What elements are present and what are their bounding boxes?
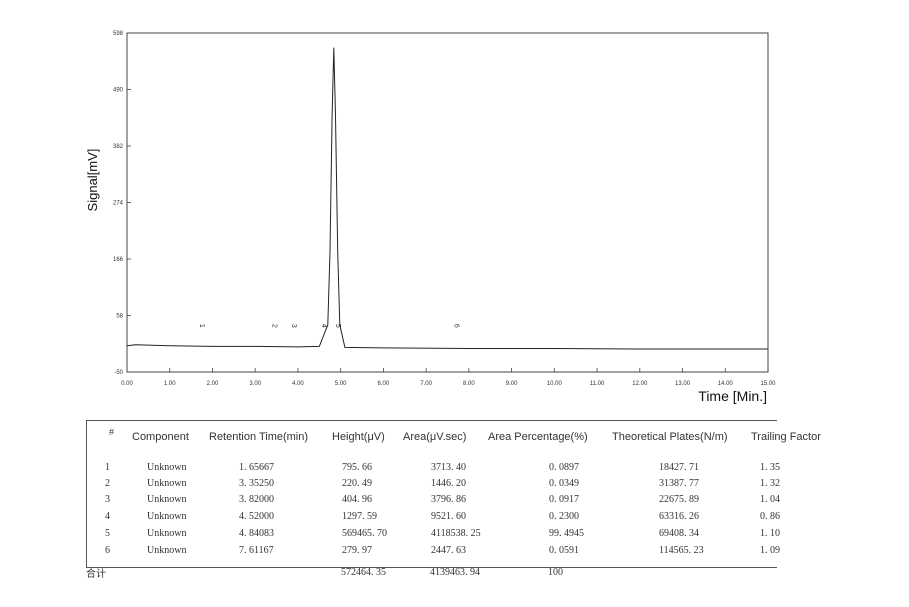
header-area-percentage: Area Percentage(%) — [488, 431, 588, 443]
cell-theoretical-plates: 69408. 34 — [659, 528, 699, 539]
x-tick-label: 15.00 — [760, 381, 776, 387]
header-retention-time: Retention Time(min) — [209, 431, 309, 443]
x-tick-label: 13.00 — [675, 381, 691, 387]
chromatogram-chart: -50 58 166 274 382 490 598 0.00 1.00 2.00 3.00 4.0… — [85, 31, 776, 404]
cell-trailing-factor: 1. 09 — [760, 545, 780, 556]
x-tick-label: 12.00 — [632, 381, 648, 387]
cell-index: 1 — [105, 462, 110, 473]
cell-height: 1297. 59 — [342, 511, 377, 522]
cell-retention-time: 7. 61167 — [239, 545, 274, 556]
header-height: Height(μV) — [332, 431, 385, 443]
cell-component: Unknown — [147, 494, 187, 505]
y-axis: -50 58 166 274 382 490 598 — [113, 31, 131, 376]
results-table: # Component Retention Time(min) Height(μ… — [86, 420, 821, 568]
cell-theoretical-plates: 63316. 26 — [659, 511, 699, 522]
x-tick-label: 7.00 — [420, 381, 432, 387]
cell-trailing-factor: 1. 10 — [760, 528, 780, 539]
peak-markers: 1 2 3 4 5 6 — [198, 324, 459, 328]
cell-area: 3713. 40 — [431, 462, 466, 473]
y-tick-label: 598 — [113, 31, 124, 37]
cell-component: Unknown — [147, 478, 187, 489]
cell-area: 4118538. 25 — [431, 528, 481, 539]
y-tick-label: 166 — [113, 257, 124, 263]
cell-theoretical-plates: 114565. 23 — [659, 545, 704, 556]
peak-marker: 3 — [290, 324, 297, 328]
cell-height: 279. 97 — [342, 545, 372, 556]
cell-retention-time: 4. 52000 — [239, 511, 274, 522]
cell-theoretical-plates: 18427. 71 — [659, 462, 699, 473]
peak-marker: 1 — [198, 324, 205, 328]
x-tick-label: 5.00 — [335, 381, 347, 387]
cell-trailing-factor: 0. 86 — [760, 511, 780, 522]
cell-area: 2447. 63 — [431, 545, 466, 556]
cell-height: 404. 96 — [342, 494, 372, 505]
cell-retention-time: 3. 82000 — [239, 494, 274, 505]
header-theoretical-plates: Theoretical Plates(N/m) — [612, 431, 728, 443]
x-tick-label: 8.00 — [463, 381, 475, 387]
peak-marker: 5 — [334, 324, 341, 328]
x-tick-label: 0.00 — [121, 381, 133, 387]
cell-area: 1446. 20 — [431, 478, 466, 489]
cell-area-percentage: 0. 2300 — [549, 511, 579, 522]
cell-height: 220. 49 — [342, 478, 372, 489]
header-index: # — [109, 427, 115, 437]
cell-component: Unknown — [147, 545, 187, 556]
cell-height: 795. 66 — [342, 462, 372, 473]
signal-trace — [126, 47, 768, 350]
cell-index: 3 — [105, 494, 110, 505]
header-trailing-factor: Trailing Factor — [751, 431, 821, 443]
x-tick-label: 4.00 — [292, 381, 304, 387]
cell-area-percentage: 0. 0349 — [549, 478, 579, 489]
cell-area-percentage: 0. 0897 — [549, 462, 579, 473]
x-tick-label: 9.00 — [506, 381, 518, 387]
cell-area-percentage: 0. 0591 — [549, 545, 579, 556]
x-tick-label: 3.00 — [249, 381, 261, 387]
cell-retention-time: 4. 84083 — [239, 528, 274, 539]
cell-theoretical-plates: 31387. 77 — [659, 478, 699, 489]
x-tick-label: 1.00 — [164, 381, 176, 387]
cell-area: 3796. 86 — [431, 494, 466, 505]
y-tick-label: -50 — [114, 370, 123, 376]
cell-retention-time: 1. 65667 — [239, 462, 274, 473]
x-tick-label: 2.00 — [207, 381, 219, 387]
x-tick-label: 14.00 — [718, 381, 734, 387]
peak-marker: 6 — [452, 324, 459, 328]
cell-area-percentage: 99. 4945 — [549, 528, 584, 539]
cell-area-percentage: 0. 0917 — [549, 494, 579, 505]
x-tick-label: 6.00 — [378, 381, 390, 387]
y-axis-title: Signal[mV] — [85, 149, 100, 212]
total-percentage: 100 — [548, 567, 563, 578]
y-tick-label: 274 — [113, 201, 124, 207]
total-label: 合计 — [86, 569, 106, 580]
header-component: Component — [132, 431, 189, 443]
cell-height: 569465. 70 — [342, 528, 387, 539]
total-area: 4139463. 94 — [430, 567, 480, 578]
x-axis: 0.00 1.00 2.00 3.00 4.00 5.00 6.00 7.00 8.00 9.00… — [121, 368, 776, 387]
x-tick-label: 11.00 — [590, 381, 605, 387]
cell-retention-time: 3. 35250 — [239, 478, 274, 489]
y-tick-label: 58 — [116, 314, 123, 320]
cell-index: 4 — [105, 511, 110, 522]
x-axis-title: Time [Min.] — [698, 388, 767, 404]
cell-index: 6 — [105, 545, 110, 556]
header-area: Area(μV.sec) — [403, 431, 467, 443]
y-tick-label: 490 — [113, 88, 124, 94]
cell-trailing-factor: 1. 32 — [760, 478, 780, 489]
cell-trailing-factor: 1. 04 — [760, 494, 780, 505]
cell-component: Unknown — [147, 462, 187, 473]
cell-index: 5 — [105, 528, 110, 539]
cell-theoretical-plates: 22675. 89 — [659, 494, 699, 505]
peak-marker: 4 — [320, 324, 327, 328]
cell-trailing-factor: 1. 35 — [760, 462, 780, 473]
peak-marker: 2 — [270, 324, 277, 328]
x-tick-label: 10.00 — [547, 381, 563, 387]
y-tick-label: 382 — [113, 144, 124, 150]
cell-component: Unknown — [147, 511, 187, 522]
cell-component: Unknown — [147, 528, 187, 539]
cell-area: 9521. 60 — [431, 511, 466, 522]
plot-frame — [126, 32, 769, 373]
cell-index: 2 — [105, 478, 110, 489]
total-height: 572464. 35 — [341, 567, 386, 578]
